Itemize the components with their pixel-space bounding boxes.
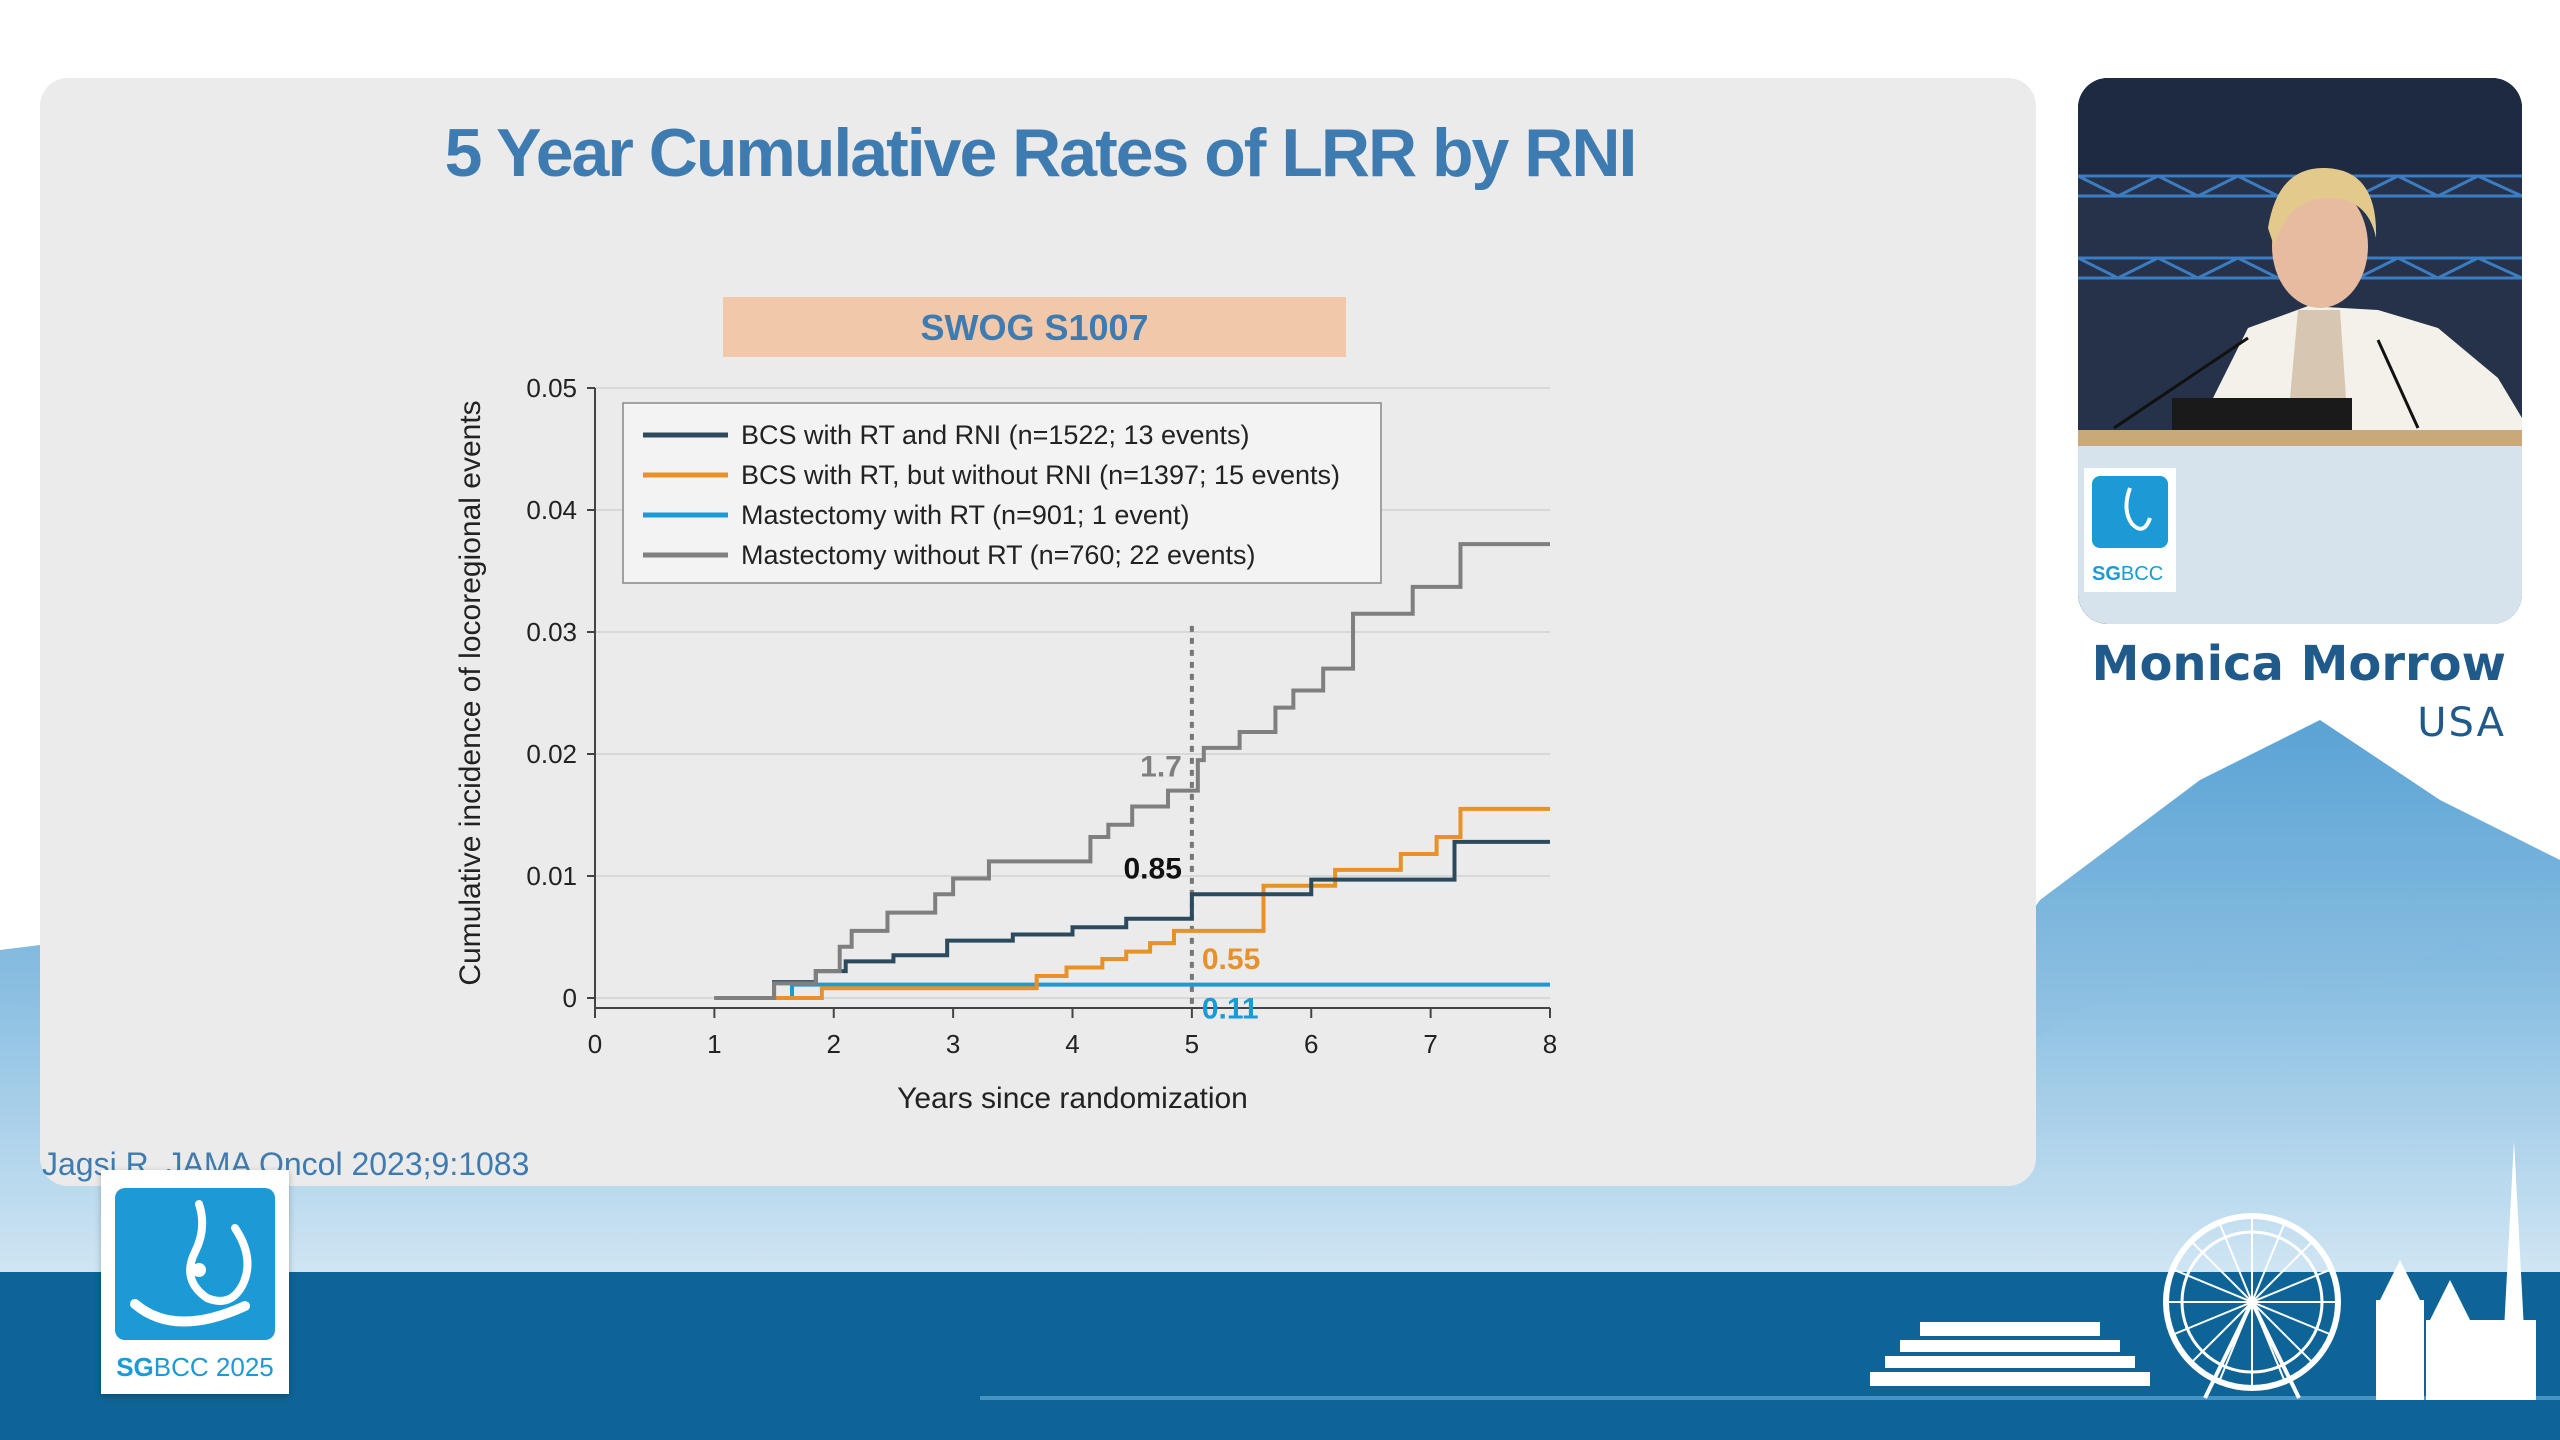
x-tick-label: 4 — [1065, 1029, 1079, 1059]
x-tick-label: 2 — [827, 1029, 841, 1059]
x-tick-label: 6 — [1304, 1029, 1318, 1059]
x-tick-label: 3 — [946, 1029, 960, 1059]
slide-title: 5 Year Cumulative Rates of LRR by RNI — [444, 115, 1638, 191]
conference-logo-icon — [115, 1188, 275, 1340]
x-tick-label: 8 — [1543, 1029, 1557, 1059]
cumulative-incidence-chart: 0 0.01 0.02 0.03 0.04 0.05 0 1 2 3 4 5 6 7 8 Years sinc… — [454, 373, 1557, 1115]
y-axis-label: Cumulative incidence of locoregional eve… — [454, 400, 487, 985]
speaker-video: SGBCC — [2078, 78, 2522, 624]
legend-label: Mastectomy without RT (n=760; 22 events) — [741, 540, 1256, 570]
speaker-video-frame: SGBCC — [2078, 78, 2522, 624]
y-tick-label: 0.02 — [526, 739, 577, 769]
y-tick-label: 0.05 — [526, 373, 577, 403]
data-label: 0.55 — [1202, 943, 1260, 976]
building-icon — [1870, 1322, 2150, 1386]
legend-label: BCS with RT, but without RNI (n=1397; 15… — [741, 460, 1340, 490]
cathedral-icon — [2376, 1140, 2536, 1400]
mountain-front — [0, 940, 2560, 1280]
y-tick-label: 0.04 — [526, 495, 577, 525]
data-label: 0.85 — [1123, 852, 1181, 885]
legend-label: Mastectomy with RT (n=901; 1 event) — [741, 500, 1189, 530]
series-line-4 — [714, 542, 1550, 1000]
speaker-country: USA — [2417, 700, 2506, 746]
y-tick-label: 0.03 — [526, 617, 577, 647]
x-tick-label: 0 — [588, 1029, 602, 1059]
study-label: SWOG S1007 — [723, 297, 1346, 357]
legend-label: BCS with RT and RNI (n=1522; 13 events) — [741, 420, 1250, 450]
svg-text:SGBCC: SGBCC — [2092, 563, 2163, 585]
legend-box — [622, 402, 1382, 584]
y-tick-label: 0.01 — [526, 861, 577, 891]
x-axis-label: Years since randomization — [897, 1082, 1248, 1115]
speaker-name: Monica Morrow — [2091, 636, 2506, 692]
series-line-2 — [714, 806, 1550, 1000]
conference-logo-text: SGBCC 2025 — [116, 1352, 274, 1382]
ferris-wheel-icon — [2163, 1213, 2341, 1399]
y-tick-label: 0 — [563, 983, 577, 1013]
x-tick-label: 7 — [1423, 1029, 1437, 1059]
bottom-band — [0, 1272, 2560, 1440]
data-label: 0.11 — [1202, 993, 1259, 1026]
x-tick-label: 1 — [707, 1029, 721, 1059]
x-tick-label: 5 — [1185, 1029, 1199, 1059]
conference-logo: SGBCC 2025 — [101, 1170, 289, 1394]
data-label: 1.7 — [1140, 751, 1182, 784]
